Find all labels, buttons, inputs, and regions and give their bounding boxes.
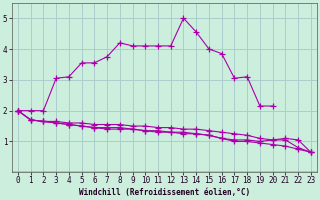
X-axis label: Windchill (Refroidissement éolien,°C): Windchill (Refroidissement éolien,°C) [79,188,250,197]
